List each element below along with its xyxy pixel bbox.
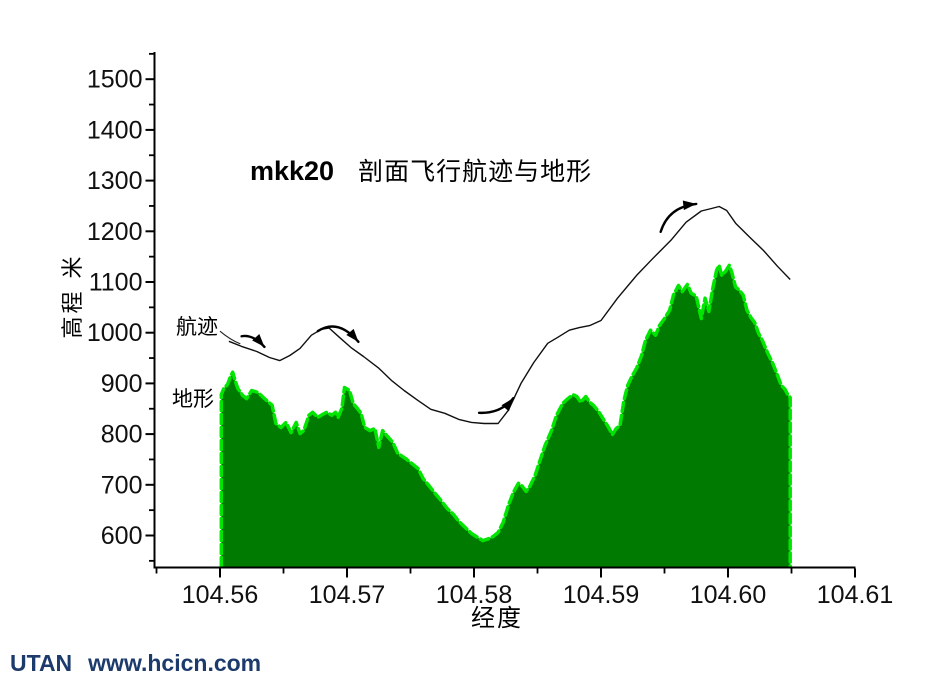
x-axis-title: 经度: [471, 604, 523, 632]
x-tick-label: 104.59: [563, 581, 639, 609]
chart-title-code: mkk20: [250, 156, 335, 186]
y-tick-label: 800: [101, 421, 143, 449]
direction-arrow-head-2: [346, 328, 359, 342]
y-tick-label: 1000: [87, 319, 143, 347]
y-tick-label: 700: [101, 471, 143, 499]
watermark-brand: UTAN: [10, 650, 73, 676]
flight-path-line: [228, 205, 791, 425]
watermark: UTAN www.hcicn.com: [10, 650, 261, 677]
direction-arrow-head-3: [501, 398, 514, 412]
y-tick-label: 1400: [87, 116, 143, 144]
y-tick-label: 600: [101, 522, 143, 550]
x-tick-label: 104.57: [309, 581, 385, 609]
series-label-terrain: 地形: [172, 387, 214, 411]
series-label-track: 航迹: [176, 315, 218, 339]
direction-arrow-head-4: [682, 200, 697, 211]
y-tick-label: 1200: [87, 218, 143, 246]
x-tick-label: 104.60: [690, 581, 766, 609]
direction-arrow-head-1: [252, 334, 265, 347]
track-label-pointer: [219, 330, 241, 345]
y-axis-title: 高程 米: [61, 253, 86, 339]
x-tick-label: 104.56: [182, 581, 258, 609]
y-tick-label: 1300: [87, 167, 143, 195]
x-tick-label: 104.61: [817, 581, 893, 609]
y-tick-label: 900: [101, 370, 143, 398]
terrain-area: [221, 265, 791, 567]
y-tick-label: 1500: [87, 66, 143, 94]
chart-title: mkk20 剖面飞行航迹与地形: [250, 152, 592, 188]
chart-title-text: 剖面飞行航迹与地形: [358, 157, 593, 186]
y-tick-label: 1100: [89, 269, 143, 297]
x-tick-label: 104.58: [436, 581, 512, 609]
terrain-outline: [219, 263, 792, 569]
watermark-url: www.hcicn.com: [88, 650, 262, 676]
